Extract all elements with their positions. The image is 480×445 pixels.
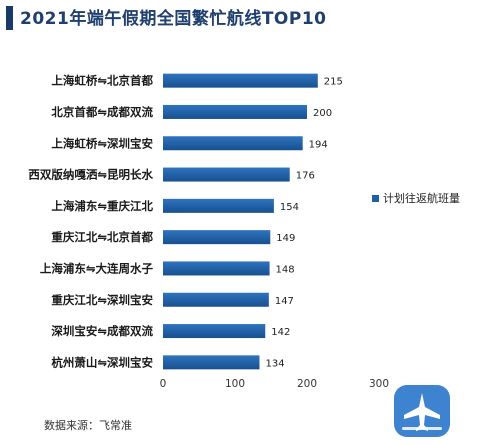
bar	[163, 292, 269, 307]
data-label: 147	[275, 296, 294, 307]
category-label: 杭州萧山⇋深圳宝安	[51, 355, 153, 369]
category-label: 重庆江北⇋北京首都	[51, 230, 153, 244]
data-label: 154	[280, 202, 299, 213]
data-label: 149	[276, 233, 295, 244]
x-tick-label: 100	[225, 378, 245, 390]
title-accent-bar	[6, 6, 13, 30]
category-label: 上海虹桥⇋深圳宝安	[51, 136, 153, 150]
airplane-icon	[402, 393, 442, 431]
bar	[163, 104, 307, 119]
category-label: 北京首都⇋成都双流	[51, 105, 153, 119]
bar	[163, 355, 260, 370]
category-label: 深圳宝安⇋成都双流	[51, 324, 153, 338]
x-tick-label: 0	[160, 378, 167, 390]
data-label: 148	[276, 264, 295, 275]
data-label: 142	[271, 327, 290, 338]
data-label: 215	[324, 77, 343, 88]
bar	[163, 261, 270, 276]
x-tick-label: 300	[369, 378, 389, 390]
data-label: 200	[313, 108, 332, 119]
bar	[163, 198, 274, 213]
category-label: 西双版纳嘎洒⇋昆明长水	[28, 168, 153, 182]
bar	[163, 136, 303, 151]
data-label: 134	[265, 358, 284, 369]
x-tick-label: 200	[297, 378, 317, 390]
category-label: 上海浦东⇋重庆江北	[51, 199, 153, 213]
data-label: 176	[296, 171, 315, 182]
legend-label: 计划往返航班量	[383, 191, 460, 205]
bar	[163, 230, 271, 245]
bar	[163, 167, 290, 182]
category-label: 重庆江北⇋深圳宝安	[51, 293, 153, 307]
category-label: 上海浦东⇋大连周水子	[40, 261, 154, 275]
app-logo	[394, 385, 450, 437]
category-label: 上海虹桥⇋北京首都	[51, 74, 153, 88]
bar	[163, 324, 266, 339]
bar	[163, 73, 318, 88]
data-label: 194	[309, 139, 328, 150]
chart-title: 2021年端午假期全国繁忙航线TOP10	[20, 9, 327, 29]
legend-swatch	[372, 195, 379, 202]
data-source: 数据来源：飞常准	[44, 419, 132, 432]
